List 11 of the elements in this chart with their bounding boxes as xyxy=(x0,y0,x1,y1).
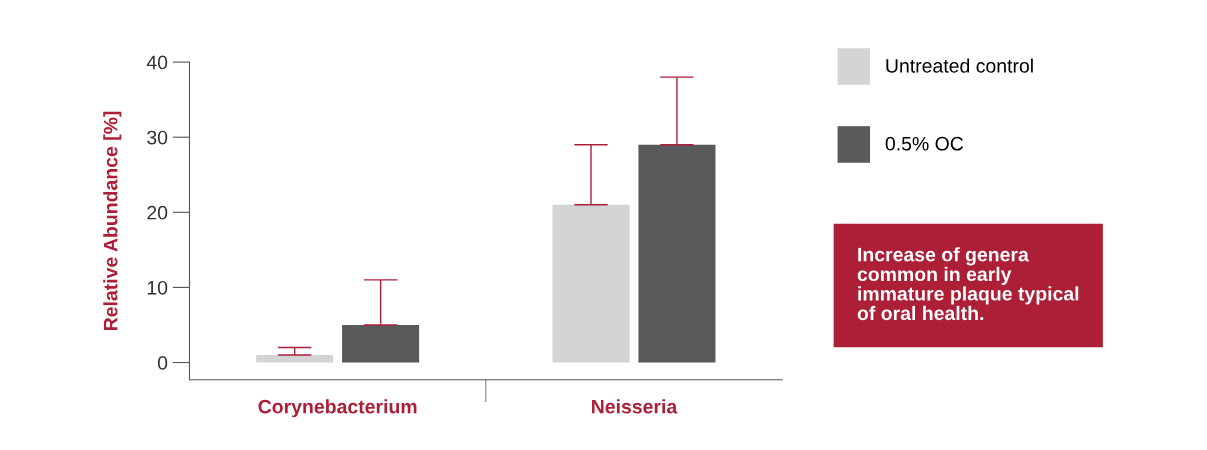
y-axis-title: Relative Abundance [%] xyxy=(103,111,122,331)
text: Increase of genera common in early immature plaque typical of oral health. xyxy=(857,247,1079,321)
legend-label: 0.5% OC xyxy=(885,136,964,151)
legend-label: Untreated control xyxy=(886,58,1033,73)
x-tick-label: Corynebacterium xyxy=(258,399,417,418)
y-tick-label: 20 xyxy=(147,205,168,220)
y-tick-label: 10 xyxy=(147,280,168,295)
y-tick-label: 30 xyxy=(147,130,168,145)
y-tick-label: 40 xyxy=(146,55,168,70)
y-tick-label: 0 xyxy=(157,355,168,370)
x-tick-label: Neisseria xyxy=(592,399,678,414)
